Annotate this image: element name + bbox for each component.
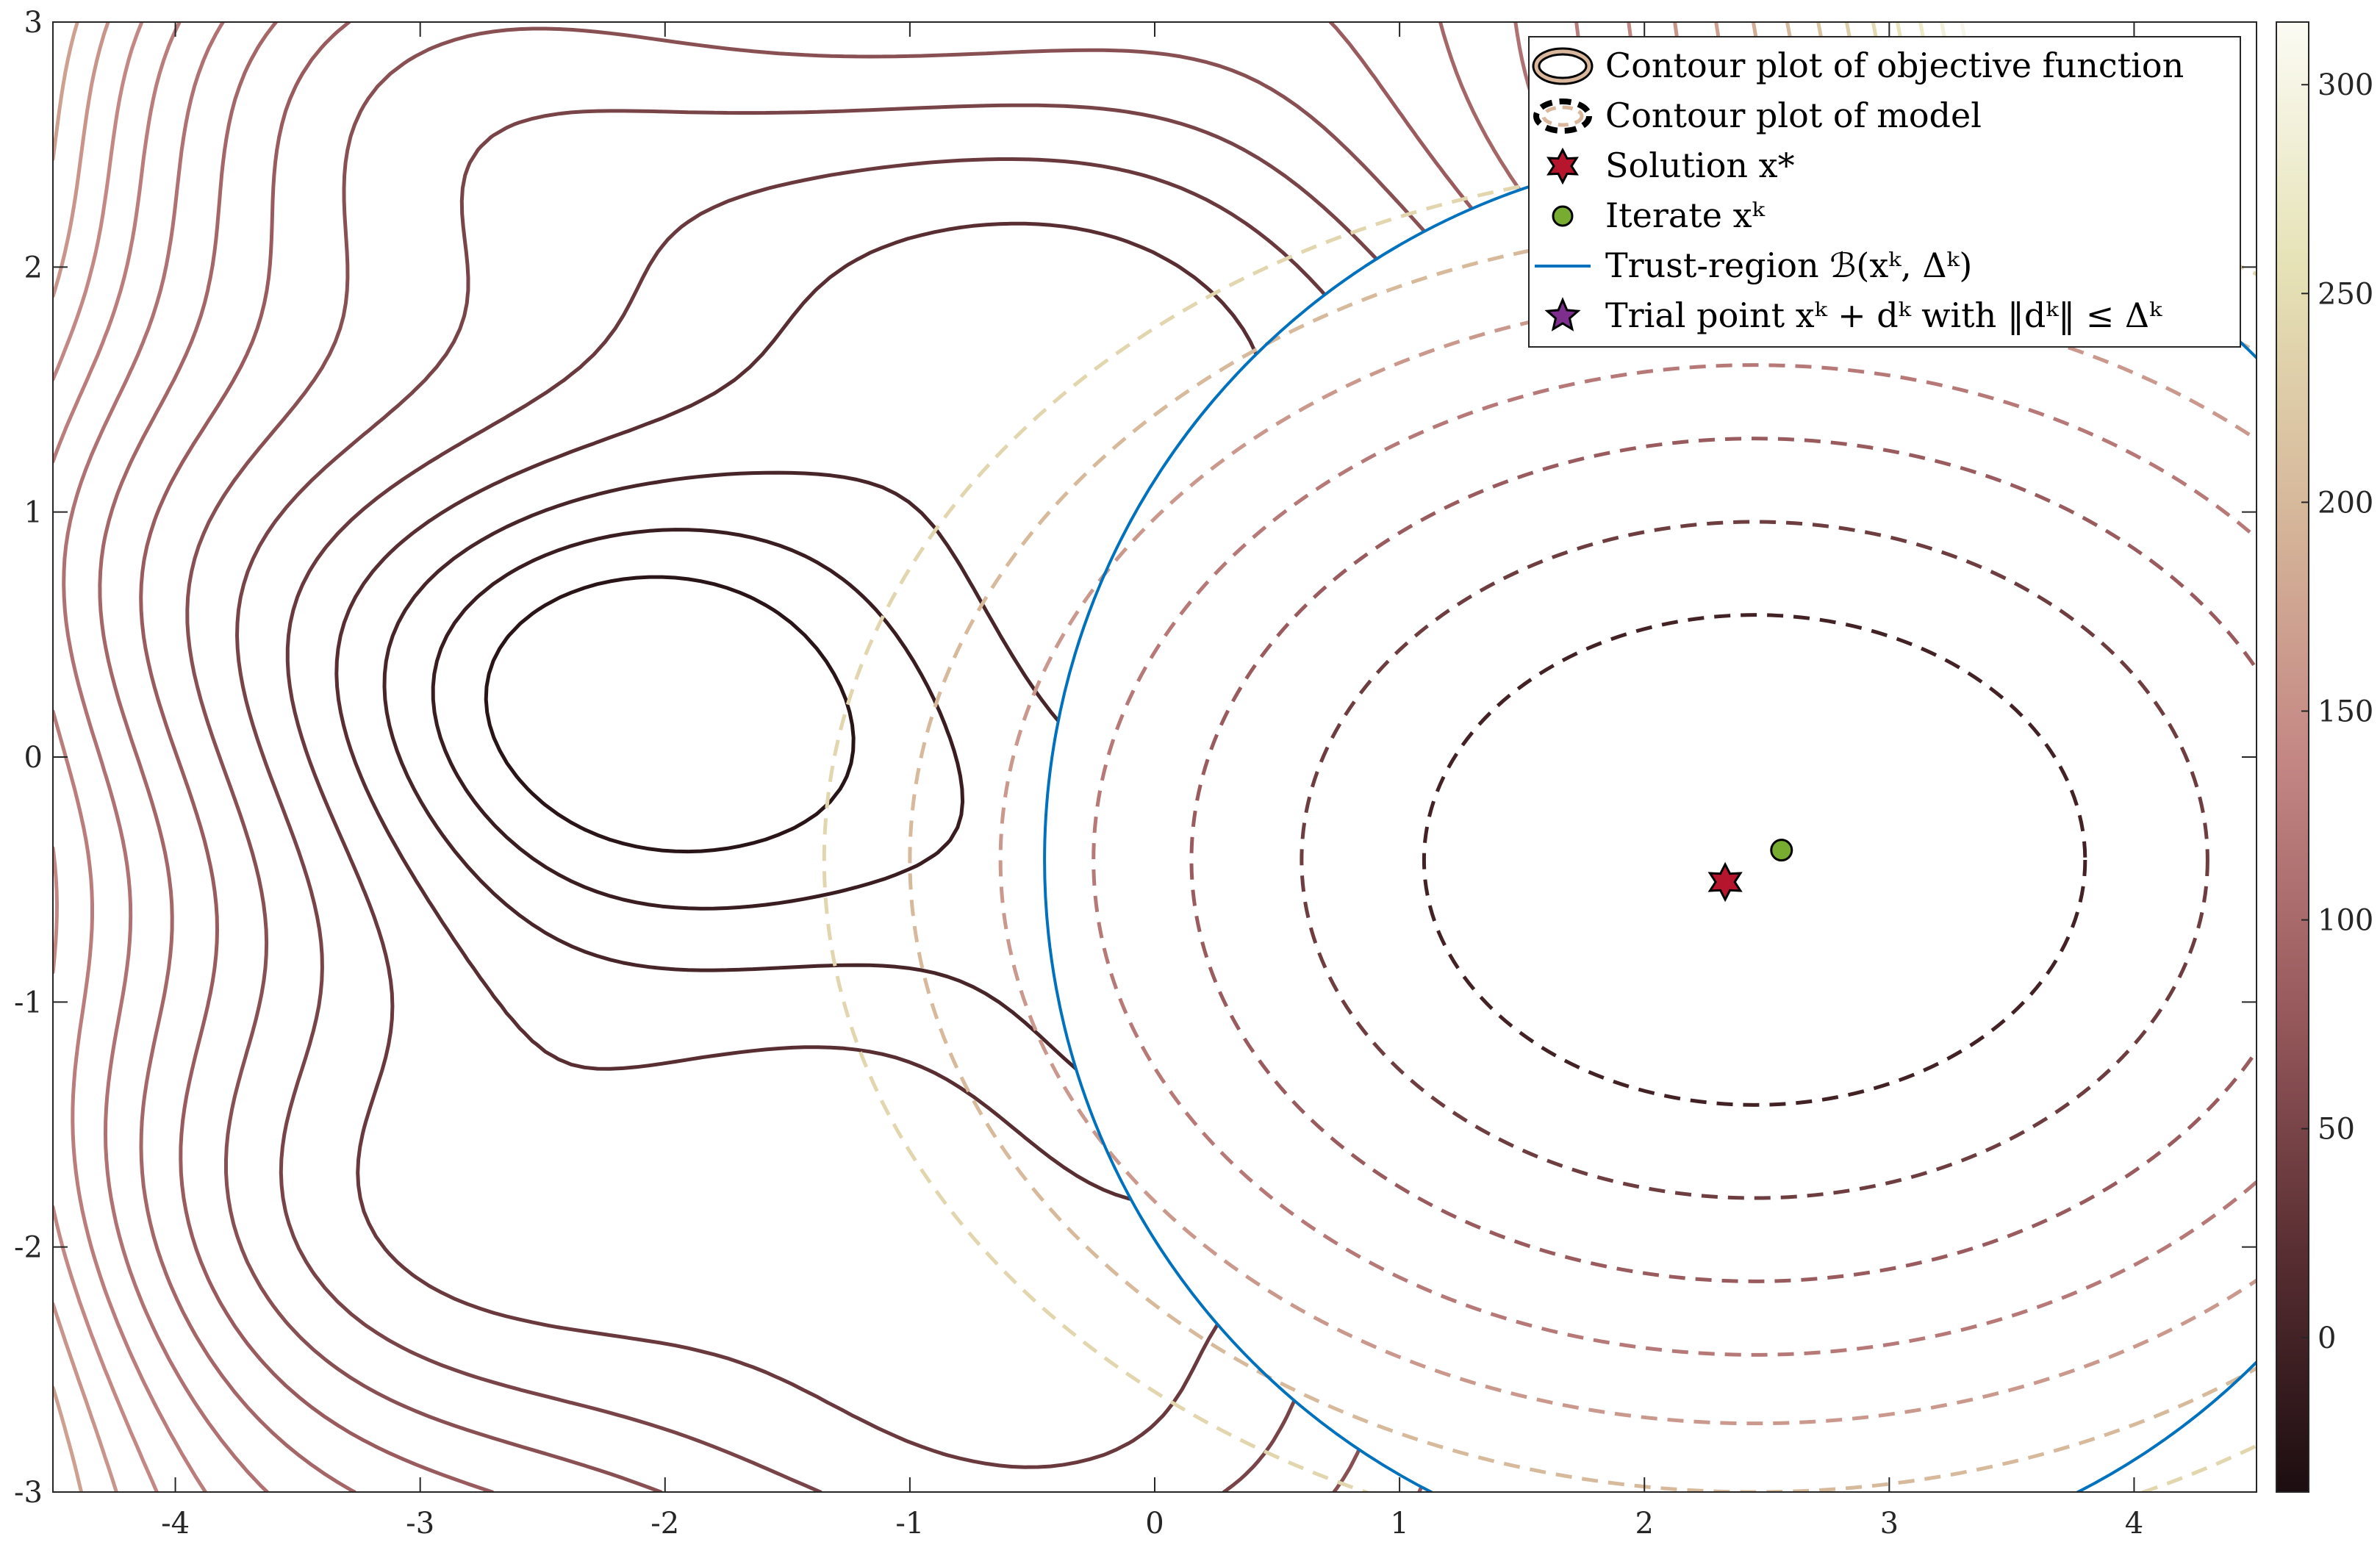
y-tick-label: 3 [24,6,43,40]
x-tick-label: 0 [1145,1507,1164,1541]
model-contour-line [1300,520,2209,1200]
legend-label: Trust-region ℬ(xᵏ, Δᵏ) [1605,245,1972,285]
y-tick-label: -3 [14,1476,43,1510]
y-tick-label: 1 [24,496,43,530]
colorbar-ticks: 0 50 100 150 200 250 300 [2301,68,2373,1355]
legend-trial-swatch [1544,297,1581,331]
x-tick-label: -2 [650,1507,679,1541]
model-contour-line [998,295,2257,1425]
colorbar-tick-label: 150 [2318,695,2373,729]
legend-model-swatch-inner [1541,105,1584,127]
legend-label: Contour plot of objective function [1605,46,2184,85]
legend-label: Trial point xᵏ + dᵏ with ‖dᵏ‖ ≤ Δᵏ [1605,295,2162,335]
colorbar-tick-label: 250 [2318,277,2373,311]
legend-label: Solution x* [1605,146,1795,185]
markers [1707,839,1793,903]
legend-box [1528,36,2241,348]
y-axis: -3 -2 -1 0 1 2 3 [14,6,2257,1510]
x-axis: -4 -3 -2 -1 0 1 2 3 4 [161,22,2143,1541]
x-tick-label: -1 [895,1507,924,1541]
x-tick-label: 2 [1635,1507,1653,1541]
model-contour-line [1422,613,2087,1107]
legend-iterate-swatch [1552,205,1574,227]
model-contour-line [1092,363,2257,1357]
x-tick-label: 1 [1390,1507,1408,1541]
colorbar-tick-label: 200 [2318,486,2373,520]
y-tick-label: -2 [14,1231,43,1265]
legend-model-swatch [1533,98,1592,134]
solution-marker [1707,861,1743,903]
objective-contour-line [484,575,856,854]
y-tick-label: 2 [24,251,43,284]
legend-label: Contour plot of model [1605,96,1982,135]
legend: Contour plot of objective function Contou… [1528,36,2241,348]
legend-label: Iterate xᵏ [1605,196,1766,235]
colorbar: 0 50 100 150 200 250 300 [2276,21,2373,1493]
x-tick-label: -3 [406,1507,434,1541]
colorbar-gradient [2276,21,2309,1493]
colorbar-tick-label: 300 [2318,68,2373,102]
model-contour-line [1189,437,2257,1283]
legend-objective-swatch-inner [1534,49,1591,83]
iterate-marker [1770,839,1793,862]
y-tick-label: 0 [24,741,43,775]
x-tick-label: 4 [2125,1507,2143,1541]
legend-solution-swatch [1546,147,1579,185]
colorbar-tick-label: 100 [2318,904,2373,938]
y-tick-label: -1 [14,986,43,1019]
x-tick-label: 3 [1880,1507,1899,1541]
x-tick-label: -4 [161,1507,190,1541]
colorbar-tick-label: 50 [2318,1113,2355,1147]
colorbar-tick-label: 0 [2318,1322,2336,1355]
